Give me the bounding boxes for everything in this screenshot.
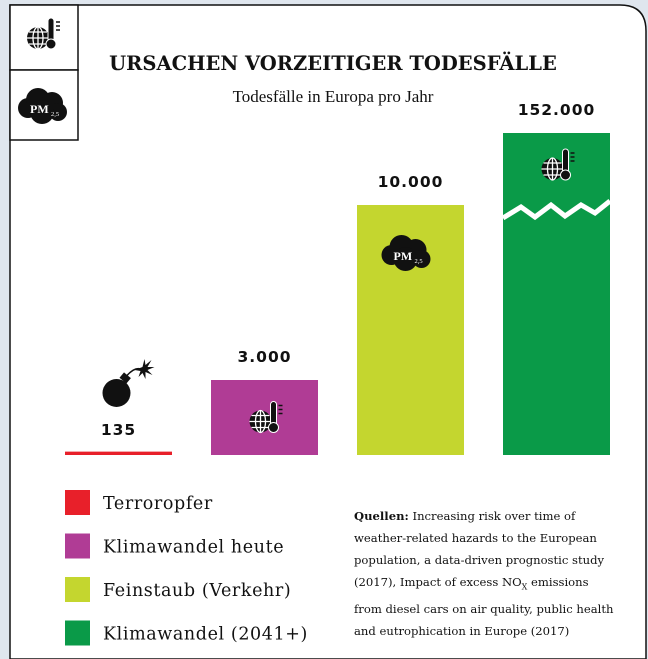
legend-swatch [65,620,90,646]
sources-label: Quellen: [354,509,409,523]
globe-icon [27,17,60,50]
value-label: 10.000 [378,173,444,191]
pm-sub: 2,5 [415,258,423,265]
pm-label: PM [394,249,413,263]
pm-label: PM [30,102,49,116]
sources: Quellen: Increasing risk over time of we… [354,505,616,642]
globe-icon [541,148,575,181]
cloud [30,100,54,124]
sources-sub: X [521,582,528,592]
pm-icon: PM 2,5 [18,88,67,124]
globe-line [32,26,44,50]
value-label: 135 [101,421,136,439]
globe-icon [249,401,283,434]
value-label: 3.000 [237,348,291,366]
bomb [102,379,131,407]
thermometer [268,422,279,433]
legend-swatch [65,533,90,559]
pm-icon: PM 2,5 [381,235,431,271]
thermometer [47,17,55,43]
sources-text: emissions from diesel cars on air qualit… [354,575,614,639]
axis-break [501,199,612,221]
globe-line [546,157,559,181]
bar [65,451,172,455]
bar [503,133,610,455]
legend-label: Terroropfer [103,494,213,514]
legend-swatch [65,577,90,602]
cloud [393,247,418,271]
globe-line [254,409,267,434]
value-label: 152.000 [518,101,596,119]
thermometer [45,38,57,50]
thermometer [270,401,277,426]
legend-swatch [65,490,90,515]
legend-label: Klimawandel (2041+) [103,625,308,645]
pm-sub: 2,5 [51,111,59,118]
cloud [49,103,67,121]
cloud [412,250,431,268]
bomb-cap [119,372,131,384]
thermometer [560,169,571,181]
legend-label: Klimawandel heute [103,538,284,558]
legend-label: Feinstaub (Verkehr) [103,581,291,601]
sources-text: Increasing risk over time of weather-rel… [354,509,605,589]
spark [134,359,155,379]
card [9,4,647,659]
bomb-icon [102,359,155,407]
thermometer [562,148,569,174]
chart-title: URSACHEN VORZEITIGER TODESFÄLLE [109,51,557,75]
chart-subtitle: Todesfälle in Europa pro Jahr [233,87,434,106]
